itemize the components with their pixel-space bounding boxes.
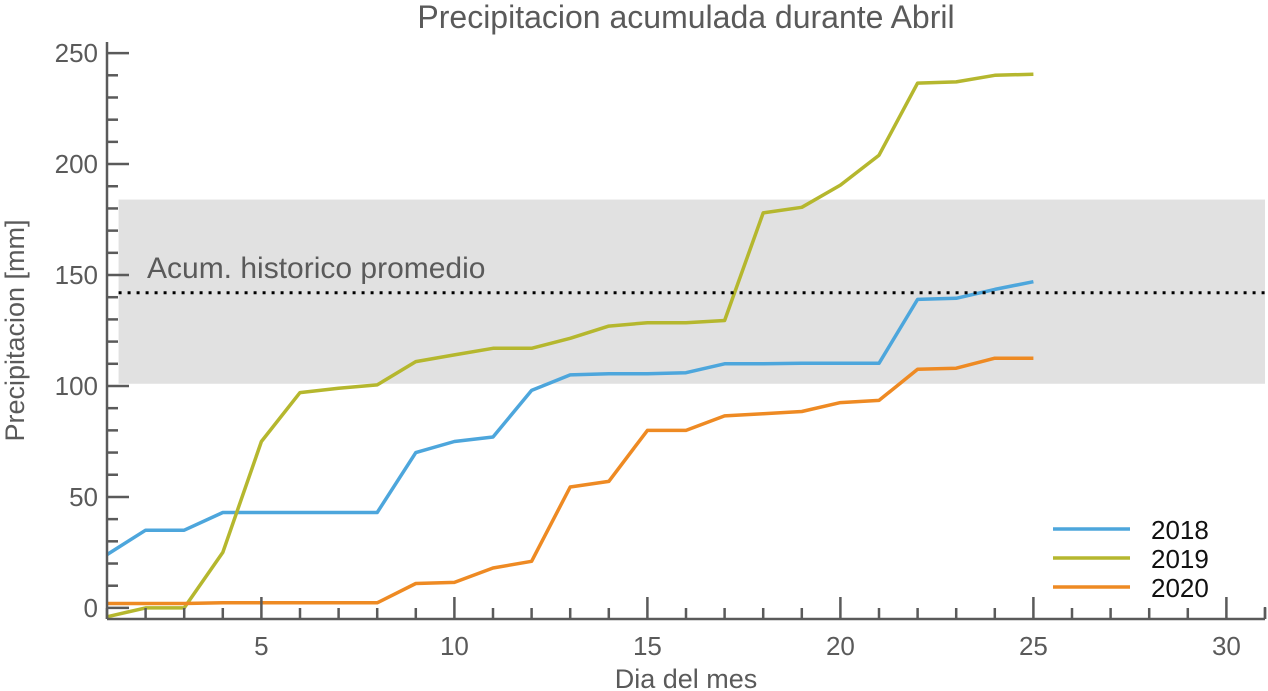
legend-label-2020: 2020 xyxy=(1151,573,1209,603)
y-tick-label: 100 xyxy=(55,371,98,401)
y-tick-label: 0 xyxy=(84,593,98,623)
historic-average-label: Acum. historico promedio xyxy=(147,252,485,285)
y-tick-label: 150 xyxy=(55,260,98,290)
series-line-2019 xyxy=(106,72,1034,619)
chart-title: Precipitacion acumulada durante Abril xyxy=(417,0,954,35)
x-tick-label: 25 xyxy=(1019,631,1048,661)
x-tick-label: 20 xyxy=(826,631,855,661)
series-line-2018 xyxy=(106,279,1034,557)
y-tick-label: 250 xyxy=(55,38,98,68)
legend-label-2018: 2018 xyxy=(1151,515,1209,545)
x-axis-label: Dia del mes xyxy=(615,664,758,691)
y-tick-label: 200 xyxy=(55,149,98,179)
axes: 0 50 100 150 200 250 5 10 15 20 25 30 xyxy=(55,38,1267,661)
x-tick-label: 15 xyxy=(633,631,662,661)
x-tick-label: 10 xyxy=(440,631,469,661)
legend-label-2019: 2019 xyxy=(1151,544,1209,574)
y-tick-label: 50 xyxy=(69,482,98,512)
x-tick-label: 30 xyxy=(1212,631,1241,661)
y-axis-label: Precipitacion [mm] xyxy=(0,219,30,441)
x-tick-label: 5 xyxy=(254,631,268,661)
